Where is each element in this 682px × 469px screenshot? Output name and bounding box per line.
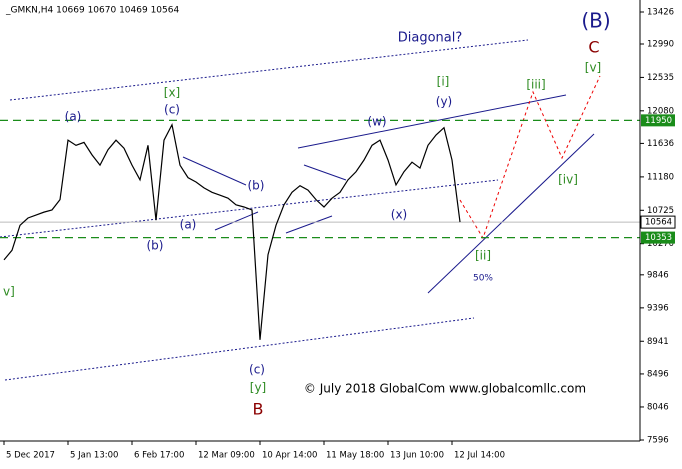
wave-label: [iii]: [526, 78, 545, 92]
y-tick-label: 8941: [647, 337, 669, 347]
wave-label: (y): [436, 95, 452, 109]
y-tick-label: 9396: [647, 303, 669, 313]
price-line: [3, 122, 461, 340]
plot-area: [0, 39, 640, 381]
level-label: 11950: [645, 116, 672, 126]
trend-line: [285, 215, 333, 234]
y-tick-label: 8496: [647, 369, 669, 379]
x-tick-label: 12 Mar 09:00: [198, 451, 255, 461]
channel-line: [0, 179, 499, 238]
wave-label: [ii]: [475, 249, 491, 263]
x-tick-label: 10 Apr 14:00: [262, 451, 317, 461]
wave-label: (x): [391, 208, 407, 222]
wave-label: (a): [65, 110, 82, 124]
wave-label: (B): [581, 9, 610, 33]
trend-line: [427, 133, 595, 294]
wave-label: (c): [249, 363, 265, 377]
channel-line: [9, 39, 529, 101]
level-label: 10353: [645, 233, 672, 243]
wave-label: (a): [180, 218, 197, 232]
wave-label: B: [253, 400, 264, 419]
y-tick-label: 12080: [647, 106, 674, 116]
y-tick-label: 12990: [647, 40, 674, 50]
wave-label: [v]: [585, 61, 601, 75]
wave-label: v]: [3, 285, 15, 299]
trend-line: [303, 164, 347, 181]
y-tick-label: 8046: [647, 402, 669, 412]
wave-label: (w): [367, 115, 386, 129]
x-tick-label: 5 Jan 13:00: [70, 451, 118, 461]
y-tick-label: 10725: [647, 206, 674, 216]
x-tick-label: 5 Dec 2017: [6, 451, 55, 461]
trend-line: [214, 211, 259, 231]
y-tick-label: 9846: [647, 270, 669, 280]
x-tick-label: 12 Jul 14:00: [454, 451, 505, 461]
wave-label: C: [588, 38, 599, 57]
wave-label: [x]: [164, 86, 180, 100]
wave-label: (b): [147, 239, 164, 253]
trend-line: [297, 94, 567, 149]
trend-line: [182, 156, 247, 186]
y-tick-label: 12535: [647, 73, 674, 83]
wave-label: (b): [248, 179, 265, 193]
x-tick-label: 11 May 18:00: [326, 451, 384, 461]
y-tick-label: 11636: [647, 139, 674, 149]
forecast-path: [459, 75, 601, 240]
x-tick-label: 6 Feb 17:00: [134, 451, 184, 461]
chart-title: _GMKN,H4 10669 10670 10469 10564: [5, 6, 179, 16]
wave-label: 50%: [473, 274, 493, 284]
last-price-tag: [640, 215, 676, 229]
wave-label: [i]: [437, 75, 450, 89]
y-tick-label: 7596: [647, 436, 669, 446]
x-tick-label: 13 Jun 10:00: [390, 451, 444, 461]
wave-label: [iv]: [558, 173, 578, 187]
wave-label: Diagonal?: [398, 31, 463, 46]
level-tag: [641, 114, 675, 127]
wave-label: [y]: [250, 381, 266, 395]
y-tick-label: 13426: [647, 8, 674, 18]
wave-label: (c): [164, 103, 180, 117]
level-tag: [641, 231, 675, 244]
last-price-label: 10564: [645, 218, 672, 228]
y-tick-label: 10270: [647, 239, 674, 249]
wave-label: © July 2018 GlobalCom www.globalcomllc.c…: [304, 382, 586, 396]
channel-line: [4, 317, 475, 381]
y-tick-label: 11180: [647, 172, 674, 182]
